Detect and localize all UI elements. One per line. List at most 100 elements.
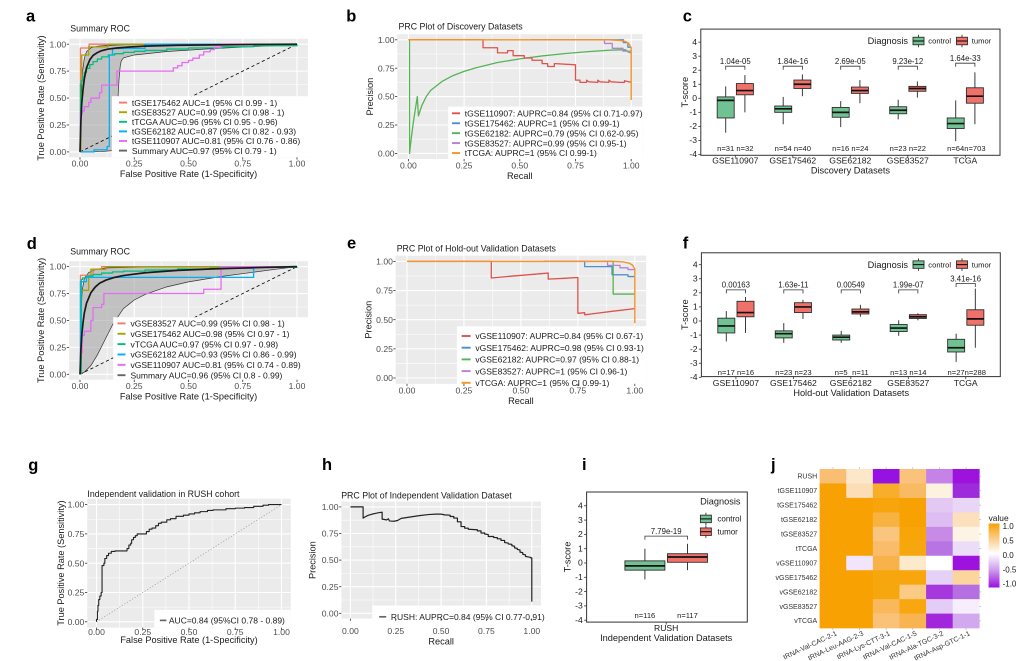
svg-text:vGSE83527: vGSE83527 [779,604,817,611]
svg-text:0.75: 0.75 [322,529,339,539]
svg-text:tGSE62182 AUC=0.87 (95% CI 0.8: tGSE62182 AUC=0.87 (95% CI 0.82 - 0.93) [132,127,296,137]
svg-text:True Positive Rate (Sensitivit: True Positive Rate (Sensitivity) [36,258,46,383]
svg-text:tTCGA AUC=0.96 (95% CI 0.95 -: tTCGA AUC=0.96 (95% CI 0.95 - 0.96) [132,117,278,127]
svg-text:tGSE83527: tGSE83527 [781,532,817,539]
svg-text:tGSE175462 AUC=1 (95% CI 0.99: tGSE175462 AUC=1 (95% CI 0.99 - 1) [132,98,277,108]
svg-text:GSE110907: GSE110907 [712,155,758,165]
svg-text:n=17: n=17 [718,368,735,377]
svg-text:0.75: 0.75 [376,286,393,296]
svg-text:n=288: n=288 [965,368,986,377]
svg-text:0.25: 0.25 [134,627,151,637]
svg-text:n=116: n=116 [635,611,656,620]
svg-text:n=703: n=703 [964,144,985,153]
svg-text:n=24: n=24 [851,144,868,153]
svg-text:3.41e-16: 3.41e-16 [950,274,981,283]
svg-text:0.00: 0.00 [399,385,416,395]
svg-text:value: value [989,513,1009,523]
svg-text:GSE175462: GSE175462 [770,378,817,388]
svg-text:0.75: 0.75 [227,627,244,637]
svg-text:Recall: Recall [507,171,533,181]
svg-text:e: e [347,234,356,252]
svg-text:0.0: 0.0 [1003,551,1015,560]
svg-text:-1: -1 [690,330,698,340]
svg-text:RUSH: AUPRC=0.84 (95% CI 0.77-: RUSH: AUPRC=0.84 (95% CI 0.77-0.91) [391,612,545,622]
svg-text:0.25: 0.25 [378,120,395,130]
svg-text:GSE175462: GSE175462 [769,155,816,165]
svg-text:0.50: 0.50 [513,385,530,395]
svg-text:0.25: 0.25 [49,120,66,130]
svg-text:0.25: 0.25 [387,626,404,636]
svg-text:1.00: 1.00 [49,39,66,49]
svg-text:1.00: 1.00 [49,262,66,272]
svg-text:n=13: n=13 [890,368,907,377]
svg-text:0.00: 0.00 [72,159,89,169]
svg-text:GSE62182: GSE62182 [830,378,872,388]
svg-text:tGSE175462: AUPRC=1 (95% CI 0.: tGSE175462: AUPRC=1 (95% CI 0.99-1) [465,118,620,128]
svg-text:False Positive Rate (1-Specifi: False Positive Rate (1-Specificity) [120,169,257,179]
svg-text:-4: -4 [689,149,697,159]
svg-text:TCGA: TCGA [954,378,978,388]
svg-text:vTCGA AUC=0.97 (95% CI 0.97 -: vTCGA AUC=0.97 (95% CI 0.97 - 0.98) [131,339,279,349]
svg-text:0.75: 0.75 [234,159,251,169]
svg-text:2: 2 [692,65,697,75]
svg-text:-1.0: -1.0 [1003,580,1017,589]
svg-text:0: 0 [693,316,698,326]
svg-text:0.00: 0.00 [49,369,66,379]
svg-text:0.75: 0.75 [49,289,66,299]
svg-text:tGSE110907: AUPRC=0.84 (95% CI: tGSE110907: AUPRC=0.84 (95% CI 0.71-0.97… [465,109,643,119]
svg-text:a: a [26,7,36,25]
svg-text:Precision: Precision [308,541,318,579]
svg-text:1.00: 1.00 [289,381,306,391]
svg-text:n=64: n=64 [947,144,964,153]
svg-text:0.50: 0.50 [181,627,198,637]
svg-text:0.25: 0.25 [456,385,473,395]
svg-text:0.75: 0.75 [234,381,251,391]
svg-text:tGSE110907 AUC=0.81 (95% CI 0.: tGSE110907 AUC=0.81 (95% CI 0.76 - 0.86) [132,136,300,146]
svg-text:n=16: n=16 [832,144,849,153]
svg-text:control: control [717,515,741,524]
svg-text:0.50: 0.50 [511,161,528,171]
svg-text:Recall: Recall [508,396,534,406]
svg-text:n=54: n=54 [775,144,792,153]
svg-text:0.75: 0.75 [378,63,395,73]
svg-text:4: 4 [692,37,697,47]
svg-text:0.75: 0.75 [49,66,66,76]
svg-text:1.00: 1.00 [376,257,393,267]
svg-text:1.00: 1.00 [68,500,85,510]
svg-text:n=16: n=16 [737,368,754,377]
svg-text:tumor: tumor [972,260,992,269]
svg-text:1: 1 [578,543,583,553]
svg-text:0.50: 0.50 [49,93,66,103]
svg-text:GSE62182: GSE62182 [829,155,871,165]
svg-text:T-score: T-score [680,77,690,108]
svg-text:n=117: n=117 [677,611,698,620]
svg-text:0.75: 0.75 [569,385,586,395]
svg-text:0.75: 0.75 [68,529,85,539]
svg-text:-2: -2 [689,121,697,131]
svg-text:3: 3 [578,515,583,525]
svg-text:n=31: n=31 [717,144,734,153]
svg-text:T-score: T-score [680,299,690,330]
svg-text:0.25: 0.25 [49,343,66,353]
svg-text:Recall: Recall [428,637,454,647]
svg-text:tTCGA: tTCGA [796,546,818,553]
svg-text:vTCGA: AUPRC=1 (95% CI 0.99-1): vTCGA: AUPRC=1 (95% CI 0.99-1) [475,378,609,388]
svg-text:1.04e-05: 1.04e-05 [720,57,751,66]
svg-text:Precision: Precision [364,301,374,339]
svg-text:0.00: 0.00 [376,373,393,383]
svg-text:g: g [28,457,38,475]
svg-text:-1: -1 [575,572,583,582]
svg-text:0: 0 [578,558,583,568]
svg-text:0.50: 0.50 [433,626,450,636]
svg-text:vGSE175462: AUPRC=0.98 (95% CI: vGSE175462: AUPRC=0.98 (95% CI 0.93-1) [475,343,644,353]
svg-text:0.5: 0.5 [1003,536,1015,545]
svg-text:vGSE110907: AUPRC=0.84 (95% CI: vGSE110907: AUPRC=0.84 (95% CI 0.67-1) [475,331,643,341]
svg-text:0.00: 0.00 [400,161,417,171]
svg-text:2: 2 [578,529,583,539]
svg-text:AUC=0.84 (95%CI 0.78 - 0.89): AUC=0.84 (95%CI 0.78 - 0.89) [169,616,285,626]
svg-text:1.00: 1.00 [626,385,643,395]
svg-text:0.50: 0.50 [322,555,339,565]
svg-text:tGSE110907: tGSE110907 [778,488,818,495]
svg-text:Precision: Precision [365,78,375,116]
svg-text:n=22: n=22 [909,144,926,153]
